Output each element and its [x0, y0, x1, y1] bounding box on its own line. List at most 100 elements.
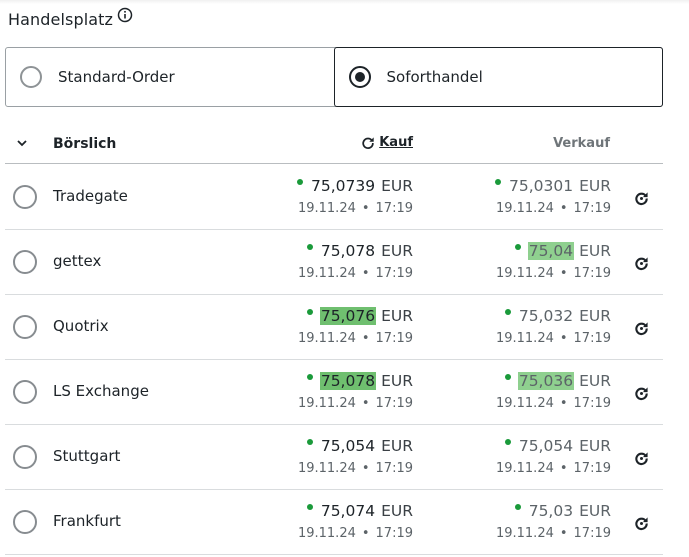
- sell-currency: EUR: [579, 502, 611, 520]
- buy-price[interactable]: 75,074 EUR 19.11.24 • 17:19: [223, 500, 413, 541]
- refresh-icon[interactable]: [634, 451, 649, 466]
- buy-date: 19.11.24: [297, 201, 356, 216]
- sell-time: 17:19: [573, 201, 611, 216]
- separator-dot: •: [559, 266, 568, 281]
- status-dot-icon: [306, 309, 313, 315]
- separator-dot: •: [361, 396, 370, 411]
- section-header: Handelsplatz: [8, 7, 133, 30]
- buy-currency: EUR: [381, 307, 413, 325]
- separator-dot: •: [361, 266, 370, 281]
- sell-currency: EUR: [579, 307, 611, 325]
- sell-price-value: 75,032: [518, 307, 574, 325]
- buy-time: 17:19: [375, 461, 413, 476]
- refresh-icon[interactable]: [361, 136, 375, 150]
- venue-radio[interactable]: [13, 185, 37, 209]
- buy-time: 17:19: [375, 266, 413, 281]
- separator-dot: •: [559, 331, 568, 346]
- buy-time: 17:19: [375, 396, 413, 411]
- table-row[interactable]: LS Exchange 75,078 EUR 19.11.24 • 17:19 75…: [5, 360, 663, 425]
- refresh-icon[interactable]: [634, 191, 649, 206]
- sell-time: 17:19: [573, 396, 611, 411]
- table-header: Börslich Kauf Verkauf: [5, 128, 663, 164]
- refresh-icon[interactable]: [634, 256, 649, 271]
- status-dot-icon: [514, 504, 521, 510]
- venue-name: Tradegate: [53, 187, 128, 205]
- sell-time: 17:19: [573, 331, 611, 346]
- column-sell-header[interactable]: Verkauf: [553, 136, 610, 151]
- buy-date: 19.11.24: [297, 461, 356, 476]
- sell-price[interactable]: 75,04 EUR 19.11.24 • 17:19: [421, 240, 611, 281]
- buy-currency: EUR: [381, 437, 413, 455]
- chevron-down-icon[interactable]: [15, 136, 29, 150]
- buy-price[interactable]: 75,0739 EUR 19.11.24 • 17:19: [223, 175, 413, 216]
- refresh-icon[interactable]: [634, 321, 649, 336]
- venue-name: Quotrix: [53, 317, 109, 335]
- sell-price[interactable]: 75,03 EUR 19.11.24 • 17:19: [421, 500, 611, 541]
- separator-dot: •: [559, 201, 568, 216]
- order-option-label: Soforthandel: [386, 68, 483, 86]
- buy-price-value: 75,076: [319, 307, 377, 325]
- sell-price-value: 75,054: [518, 437, 574, 455]
- table-row[interactable]: Frankfurt 75,074 EUR 19.11.24 • 17:19 75,0…: [5, 490, 663, 555]
- separator-dot: •: [361, 526, 370, 541]
- column-buy-label[interactable]: Kauf: [379, 135, 413, 150]
- table-row[interactable]: Stuttgart 75,054 EUR 19.11.24 • 17:19 75,0…: [5, 425, 663, 490]
- top-shadow: [0, 0, 689, 4]
- buy-price-value: 75,054: [320, 437, 376, 455]
- buy-date: 19.11.24: [297, 526, 356, 541]
- sell-price[interactable]: 75,0301 EUR 19.11.24 • 17:19: [421, 175, 611, 216]
- buy-price[interactable]: 75,076 EUR 19.11.24 • 17:19: [223, 305, 413, 346]
- status-dot-icon: [306, 374, 313, 380]
- buy-currency: EUR: [381, 372, 413, 390]
- status-dot-icon: [306, 244, 313, 250]
- sell-price[interactable]: 75,036 EUR 19.11.24 • 17:19: [421, 370, 611, 411]
- sell-currency: EUR: [579, 372, 611, 390]
- buy-price[interactable]: 75,078 EUR 19.11.24 • 17:19: [223, 240, 413, 281]
- venue-radio[interactable]: [13, 250, 37, 274]
- radio-standard-order[interactable]: [20, 66, 42, 88]
- buy-price-value: 75,078: [319, 372, 377, 390]
- refresh-icon[interactable]: [634, 516, 649, 531]
- order-option-label: Standard-Order: [58, 68, 175, 86]
- order-option-soforthandel[interactable]: Soforthandel: [333, 47, 663, 107]
- sell-price[interactable]: 75,032 EUR 19.11.24 • 17:19: [421, 305, 611, 346]
- buy-price-value: 75,078: [320, 242, 376, 260]
- section-title: Handelsplatz: [8, 9, 114, 29]
- sell-date: 19.11.24: [495, 266, 554, 281]
- buy-price[interactable]: 75,054 EUR 19.11.24 • 17:19: [223, 435, 413, 476]
- separator-dot: •: [361, 201, 370, 216]
- sell-date: 19.11.24: [495, 331, 554, 346]
- refresh-icon[interactable]: [634, 386, 649, 401]
- column-buy-header[interactable]: Kauf: [361, 135, 413, 150]
- separator-dot: •: [559, 461, 568, 476]
- buy-time: 17:19: [375, 201, 413, 216]
- table-row[interactable]: gettex 75,078 EUR 19.11.24 • 17:19 75,04 E…: [5, 230, 663, 295]
- info-icon[interactable]: [117, 7, 133, 23]
- sell-time: 17:19: [573, 526, 611, 541]
- buy-date: 19.11.24: [297, 396, 356, 411]
- sell-price-value: 75,036: [517, 372, 575, 390]
- sell-price-value: 75,04: [527, 242, 575, 260]
- order-type-toggle: Standard-Order Soforthandel: [5, 47, 663, 107]
- separator-dot: •: [559, 526, 568, 541]
- sell-currency: EUR: [579, 437, 611, 455]
- buy-currency: EUR: [381, 177, 413, 195]
- sell-date: 19.11.24: [495, 526, 554, 541]
- buy-time: 17:19: [375, 331, 413, 346]
- order-option-standard[interactable]: Standard-Order: [6, 48, 334, 106]
- status-dot-icon: [504, 309, 511, 315]
- buy-date: 19.11.24: [297, 266, 356, 281]
- sell-price[interactable]: 75,054 EUR 19.11.24 • 17:19: [421, 435, 611, 476]
- radio-soforthandel[interactable]: [348, 66, 371, 88]
- status-dot-icon: [504, 374, 511, 380]
- column-venue-header[interactable]: Börslich: [53, 136, 117, 152]
- buy-price[interactable]: 75,078 EUR 19.11.24 • 17:19: [223, 370, 413, 411]
- venue-radio[interactable]: [13, 380, 37, 404]
- venue-radio[interactable]: [13, 445, 37, 469]
- sell-date: 19.11.24: [495, 201, 554, 216]
- buy-date: 19.11.24: [297, 331, 356, 346]
- table-row[interactable]: Tradegate 75,0739 EUR 19.11.24 • 17:19 75,…: [5, 165, 663, 230]
- venue-radio[interactable]: [13, 315, 37, 339]
- venue-radio[interactable]: [13, 510, 37, 534]
- table-row[interactable]: Quotrix 75,076 EUR 19.11.24 • 17:19 75,032…: [5, 295, 663, 360]
